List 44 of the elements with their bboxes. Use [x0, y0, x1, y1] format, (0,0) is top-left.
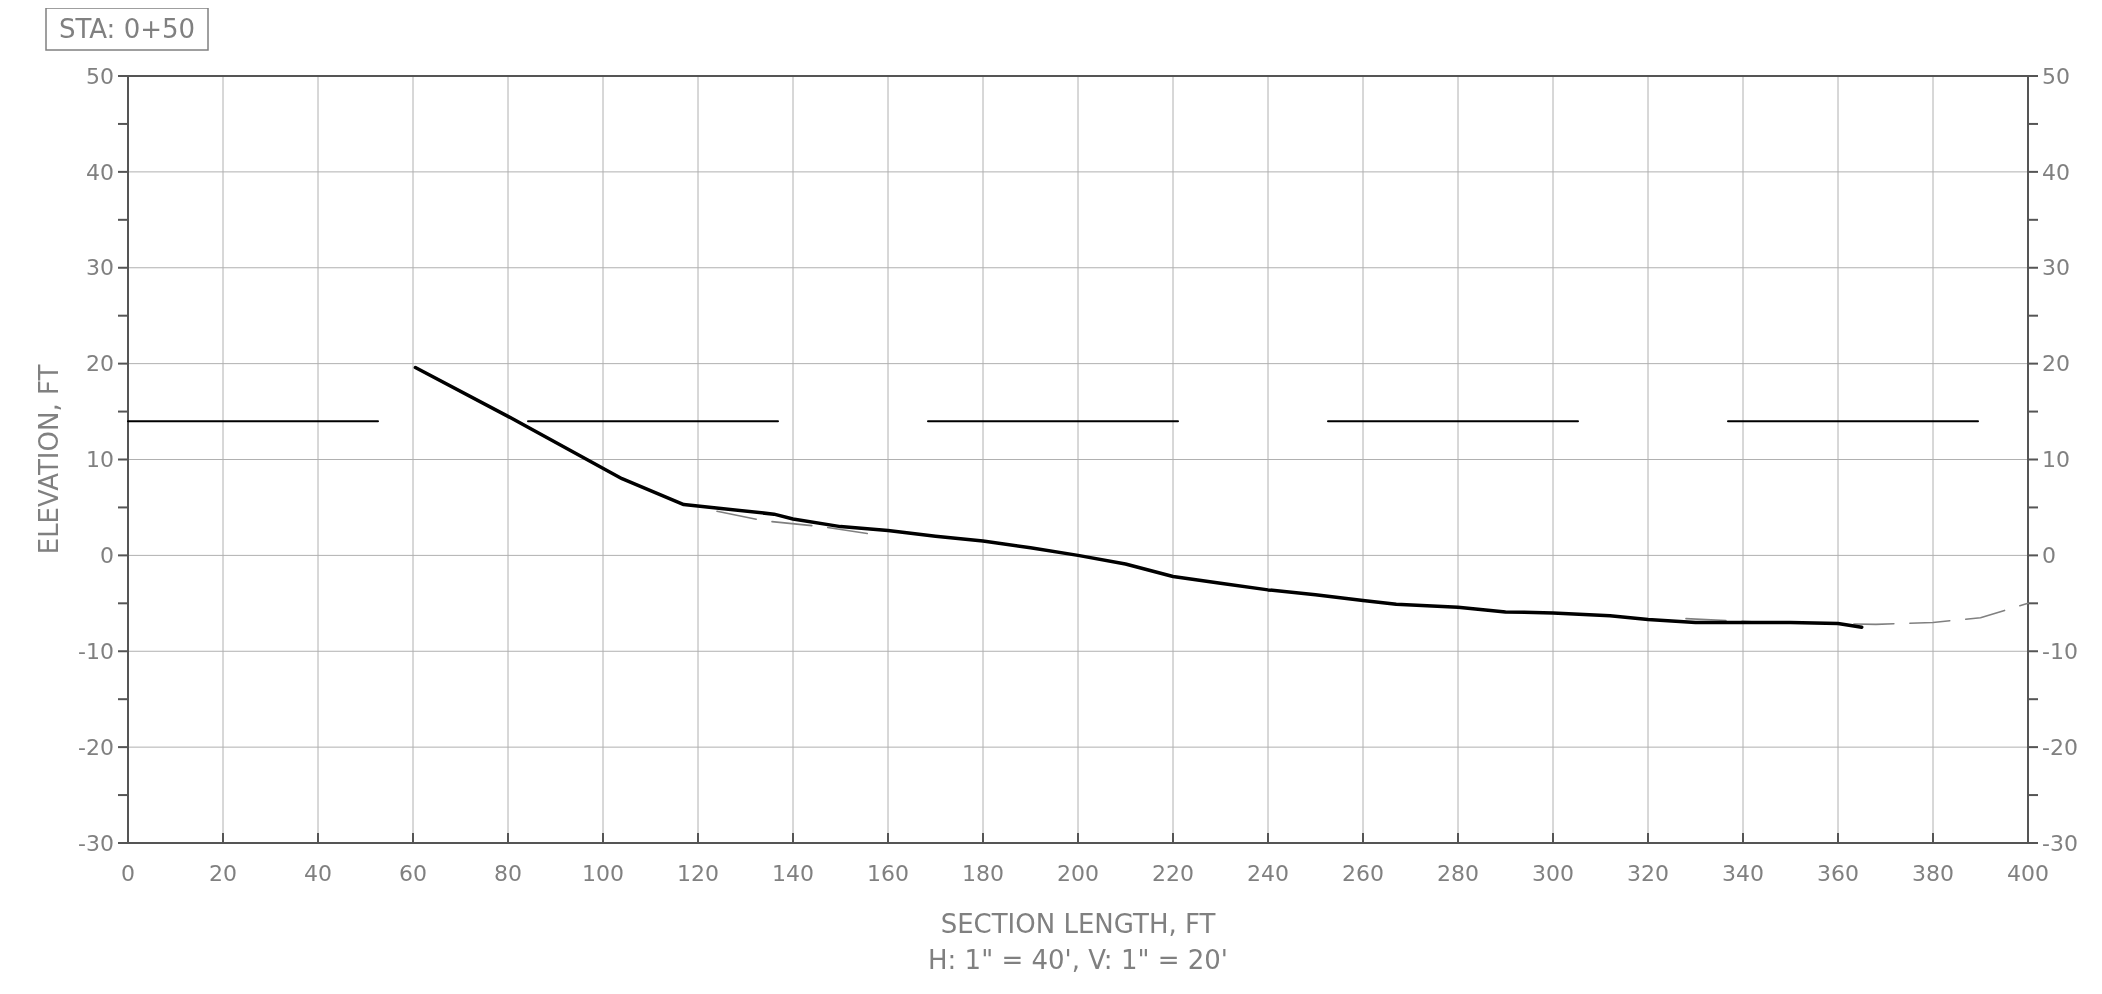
x-tick-label: 20 [209, 861, 237, 886]
y2-tick-label: 20 [2042, 351, 2070, 377]
x-tick-label: 280 [1437, 861, 1479, 886]
x-tick-label: 100 [582, 861, 624, 886]
x-tick-label: 260 [1342, 861, 1384, 886]
y2-tick-label: 0 [2042, 543, 2056, 569]
y2-tick-label: 40 [2042, 159, 2070, 185]
y-tick-label: 20 [86, 351, 114, 377]
x-tick-label: 140 [772, 861, 814, 886]
text: H: 1" = 40', V: 1" = 20' [928, 945, 1228, 975]
y2-tick-label: 10 [2042, 447, 2070, 473]
y-tick-label: 50 [86, 63, 114, 89]
y-axis-title: ELEVATION, FT [34, 364, 64, 555]
y-tick-label: -30 [78, 830, 114, 856]
y-tick-label: 30 [86, 255, 114, 281]
x-tick-label: 40 [304, 861, 332, 886]
x-tick-label: 180 [962, 861, 1004, 886]
x-tick-label: 380 [1912, 861, 1954, 886]
x-tick-label: 400 [2007, 861, 2049, 886]
y2-tick-label: 50 [2042, 63, 2070, 89]
y-tick-label: -20 [78, 734, 114, 760]
x-tick-label: 80 [494, 861, 522, 886]
x-axis-title: SECTION LENGTH, FT [940, 909, 1216, 939]
y-tick-label: -10 [78, 638, 114, 664]
y2-tick-label: -30 [2042, 830, 2078, 856]
line-series [413, 365, 1864, 630]
x-tick-label: 200 [1057, 861, 1099, 886]
x-tick-label: 360 [1817, 861, 1859, 886]
y2-tick-label: 30 [2042, 255, 2070, 281]
y-tick-label: 10 [86, 447, 114, 473]
x-tick-label: 300 [1532, 861, 1574, 886]
y2-tick-label: -20 [2042, 734, 2078, 760]
y-tick-label: 40 [86, 159, 114, 185]
x-tick-label: 120 [677, 861, 719, 886]
chart-title: STA: 0+50 [58, 14, 196, 44]
x-tick-label: 220 [1152, 861, 1194, 886]
x-tick-label: 160 [867, 861, 909, 886]
x-tick-label: 320 [1627, 861, 1669, 886]
x-tick-label: 340 [1722, 861, 1764, 886]
y2-tick-label: -10 [2042, 638, 2078, 664]
x-tick-label: 60 [399, 861, 427, 886]
x-tick-label: 240 [1247, 861, 1289, 886]
y-tick-label: 0 [100, 543, 114, 569]
x-tick-label: 0 [121, 861, 135, 886]
